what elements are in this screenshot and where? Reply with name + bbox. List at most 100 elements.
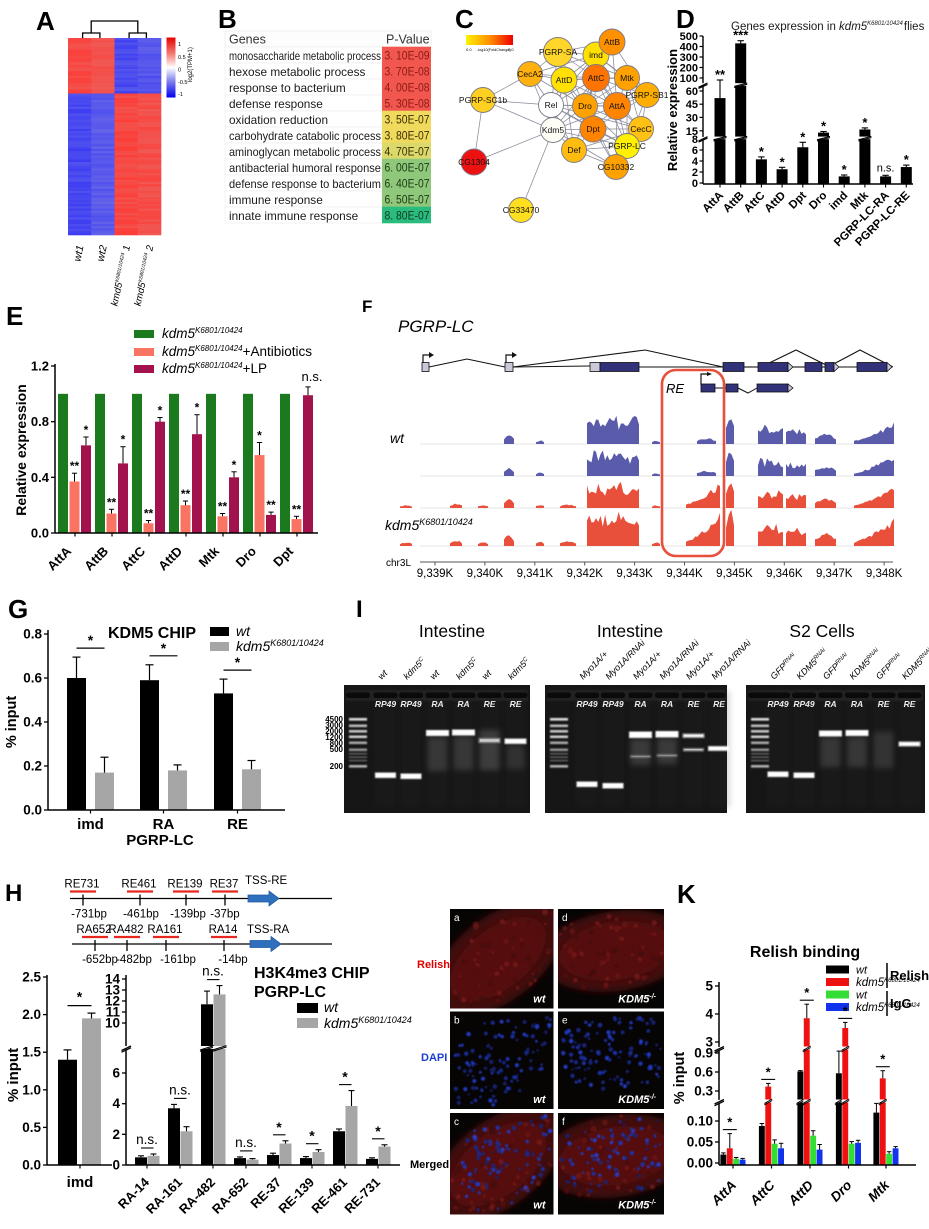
svg-text:**: ** (218, 500, 228, 514)
svg-text:**: ** (181, 487, 191, 501)
svg-text:4: 4 (112, 1096, 120, 1111)
svg-text:H: H (5, 880, 22, 907)
svg-text:GFPRNAi: GFPRNAi (768, 651, 799, 682)
svg-text:AttC: AttC (746, 1177, 778, 1209)
svg-text:*: * (800, 129, 806, 144)
svg-text:kdm5C: kdm5C (401, 655, 427, 681)
svg-text:200: 200 (330, 762, 344, 771)
svg-text:*: * (904, 152, 910, 167)
svg-text:antibacterial humoral response: antibacterial humoral response (229, 161, 381, 175)
svg-text:RA-652: RA-652 (209, 1175, 251, 1217)
svg-text:RA: RA (824, 699, 836, 709)
svg-text:KDM5-/-: KDM5-/- (618, 1200, 656, 1212)
svg-text:RP49: RP49 (400, 699, 422, 709)
svg-text:P-Value: P-Value (386, 33, 430, 47)
svg-text:wt: wt (390, 430, 405, 446)
svg-text:RE-731: RE-731 (341, 1175, 383, 1217)
svg-text:PGRP-LC: PGRP-LC (398, 317, 474, 336)
svg-text:AttD: AttD (763, 190, 789, 216)
svg-text:0.10: 0.10 (687, 1114, 713, 1129)
svg-text:RE: RE (666, 381, 684, 396)
svg-text:4. 00E-08: 4. 00E-08 (385, 83, 430, 95)
svg-text:0: 0 (112, 1158, 120, 1173)
svg-text:response to bacterium: response to bacterium (229, 81, 346, 95)
svg-text:3. 70E-08: 3. 70E-08 (385, 67, 430, 79)
svg-text:CG1304: CG1304 (458, 157, 490, 167)
svg-text:S2 Cells: S2 Cells (789, 621, 854, 641)
svg-text:9,342K: 9,342K (566, 568, 603, 580)
svg-text:wt1: wt1 (71, 244, 86, 262)
svg-text:500: 500 (330, 745, 344, 754)
svg-text:F: F (362, 297, 372, 316)
svg-text:0.4: 0.4 (23, 715, 42, 730)
svg-text:300: 300 (680, 52, 698, 64)
svg-text:RE: RE (484, 699, 496, 709)
svg-text:KDM5 CHIP: KDM5 CHIP (108, 625, 196, 642)
svg-text:9,343K: 9,343K (616, 568, 653, 580)
svg-text:3: 3 (705, 1035, 713, 1050)
svg-text:Mtk: Mtk (865, 1176, 893, 1204)
svg-text:kdm5C: kdm5C (454, 655, 480, 681)
svg-text:Dro: Dro (233, 543, 259, 569)
svg-text:AttC: AttC (742, 190, 768, 216)
svg-text:Kdm5: Kdm5 (542, 125, 564, 135)
svg-text:**: ** (70, 459, 80, 473)
svg-text:IgG: IgG (890, 996, 912, 1011)
svg-text:KDM5-/-: KDM5-/- (618, 994, 656, 1006)
svg-text:45: 45 (686, 99, 698, 111)
svg-text:6. 00E-07: 6. 00E-07 (385, 163, 430, 175)
svg-text:*: * (276, 1119, 282, 1135)
svg-text:-37bp: -37bp (210, 909, 239, 921)
svg-text:0.5: 0.5 (22, 1120, 41, 1135)
svg-text:b: b (454, 1016, 460, 1027)
svg-text:***: *** (733, 28, 749, 43)
svg-text:RA652: RA652 (76, 924, 111, 936)
svg-text:RA: RA (153, 816, 175, 833)
svg-text:f: f (562, 1117, 565, 1128)
svg-text:wt: wt (533, 1094, 547, 1106)
svg-text:GFPRNAi: GFPRNAi (874, 651, 905, 682)
svg-text:wt: wt (533, 1200, 547, 1212)
svg-text:1.2: 1.2 (31, 359, 49, 374)
svg-text:0.0: 0.0 (23, 803, 42, 818)
svg-text:8: 8 (692, 134, 698, 146)
svg-text:RP49: RP49 (576, 699, 598, 709)
svg-text:3000: 3000 (325, 721, 343, 730)
svg-text:RA: RA (431, 699, 443, 709)
svg-text:B: B (218, 4, 237, 34)
svg-text:0.2: 0.2 (23, 759, 42, 774)
svg-text:GFPRNAi: GFPRNAi (821, 651, 852, 682)
svg-text:% input: % input (672, 1052, 688, 1105)
svg-text:*: * (84, 423, 89, 437)
svg-text:8. 80E-07: 8. 80E-07 (385, 211, 430, 223)
svg-text:TSS-RA: TSS-RA (247, 924, 290, 936)
svg-text:0.3: 0.3 (694, 1084, 713, 1099)
svg-text:AttC: AttC (118, 543, 148, 573)
svg-text:log2(TPM+1): log2(TPM+1) (188, 47, 194, 82)
svg-text:RP49: RP49 (602, 699, 624, 709)
svg-text:-14bp: -14bp (218, 954, 247, 966)
svg-text:**: ** (292, 502, 302, 516)
svg-text:AttA: AttA (700, 190, 726, 216)
svg-text:d: d (562, 913, 568, 924)
svg-text:RP49: RP49 (767, 699, 789, 709)
svg-text:wt: wt (324, 999, 339, 1015)
svg-text:wt: wt (428, 668, 442, 682)
svg-text:Def: Def (567, 145, 581, 155)
svg-text:Dro: Dro (807, 190, 829, 212)
svg-text:Intestine: Intestine (419, 621, 485, 641)
svg-text:*: * (759, 144, 765, 159)
svg-text:*: * (342, 1069, 348, 1085)
svg-text:AttA: AttA (609, 101, 625, 111)
svg-text:n.s.: n.s. (169, 1082, 191, 1097)
svg-text:800: 800 (330, 739, 344, 748)
svg-text:kdm5K6801/10424: kdm5K6801/10424 (385, 517, 473, 533)
svg-text:wt: wt (376, 668, 390, 682)
svg-text:CecC: CecC (630, 124, 651, 134)
svg-text:*: * (121, 433, 126, 447)
svg-text:0: 0 (692, 178, 698, 190)
svg-text:*: * (195, 401, 200, 415)
svg-text:AttC: AttC (588, 73, 605, 83)
svg-text:PGRP-SC1b: PGRP-SC1b (459, 95, 507, 105)
svg-text:c: c (454, 1117, 459, 1128)
